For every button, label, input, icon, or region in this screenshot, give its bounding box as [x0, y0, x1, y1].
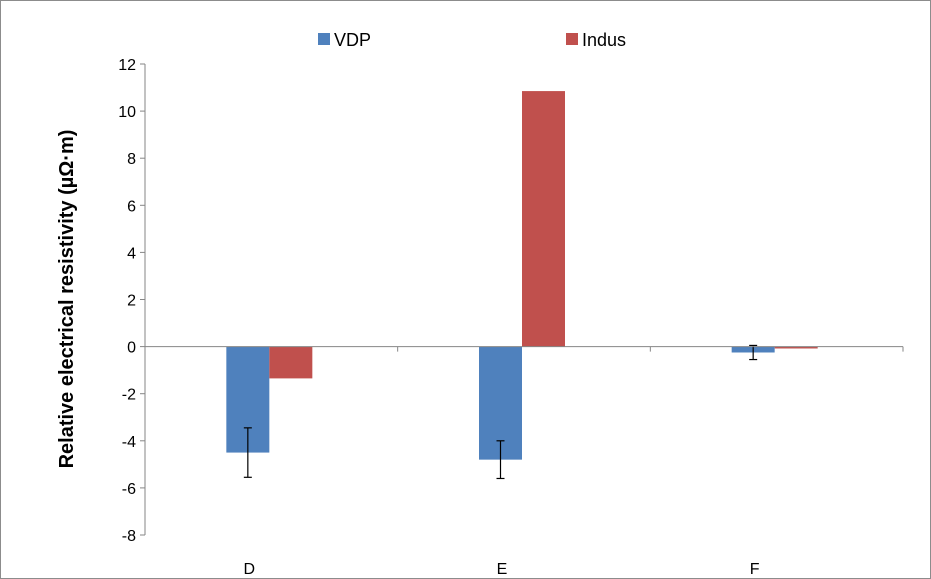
- y-tick-label: 4: [127, 245, 136, 262]
- x-tick-label-d: D: [244, 561, 256, 578]
- y-tick-label: -4: [122, 434, 136, 451]
- y-axis-title: Relative electrical resistivity (µΩ·m): [56, 130, 78, 469]
- legend-label-indus: Indus: [582, 30, 626, 50]
- y-tick-label: 10: [118, 104, 136, 121]
- bar-indus-d: [269, 346, 313, 379]
- x-tick-label-f: F: [750, 561, 760, 578]
- legend: VDP Indus: [318, 30, 626, 50]
- y-tick-label: -8: [122, 528, 136, 545]
- legend-label-vdp: VDP: [334, 30, 371, 50]
- legend-swatch-indus: [566, 33, 578, 45]
- bar-indus-e: [522, 91, 565, 347]
- y-tick-label: 12: [118, 57, 136, 74]
- y-tick-label: 6: [127, 198, 136, 215]
- x-tick-label-e: E: [497, 561, 508, 578]
- bar-indus-f: [774, 346, 818, 349]
- y-tick-label: -2: [122, 387, 136, 404]
- plot-area: 12 10 8 6 4 2 0 -2 -4 -6 -8 D E F: [118, 57, 904, 578]
- y-tick-label: 8: [127, 151, 136, 168]
- y-tick-label: -6: [122, 481, 136, 498]
- legend-swatch-vdp: [318, 33, 330, 45]
- y-tick-label: 0: [127, 340, 136, 357]
- y-tick-label: 2: [127, 293, 136, 310]
